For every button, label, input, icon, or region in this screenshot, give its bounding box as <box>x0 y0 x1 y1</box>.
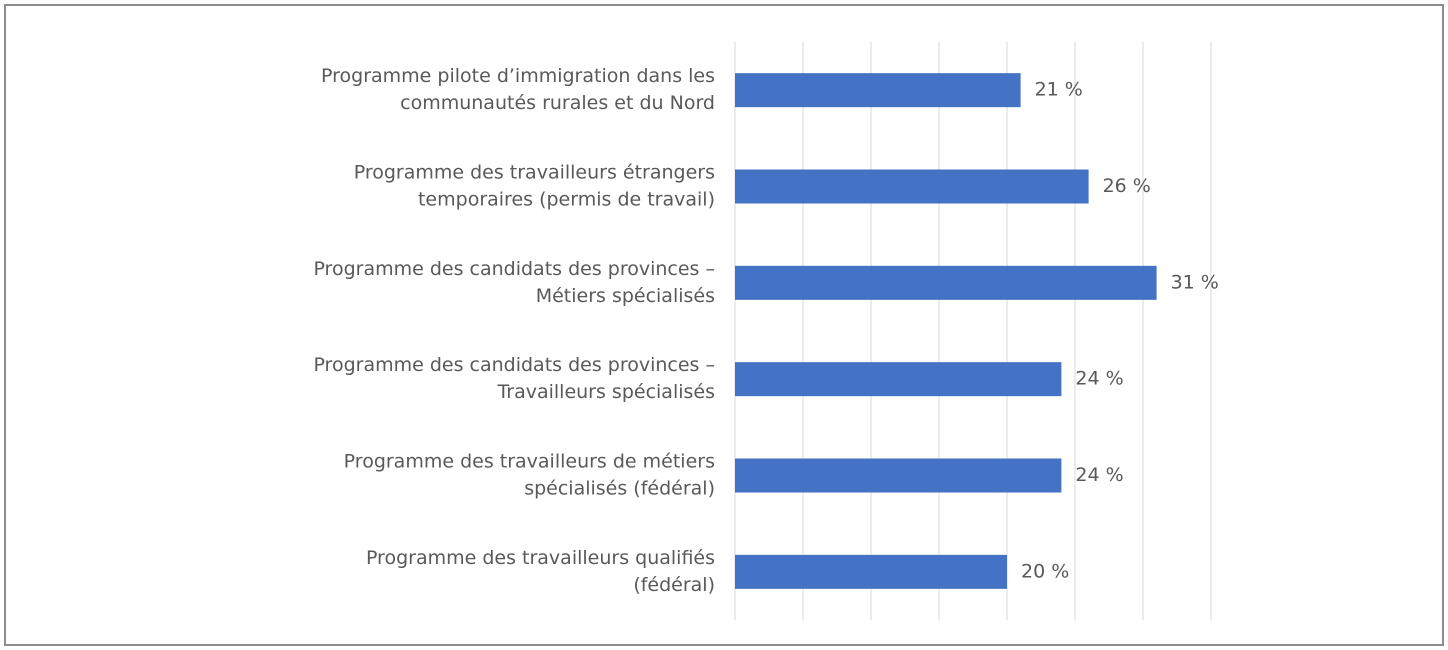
y-tick-label: Travailleurs spécialisés <box>496 381 715 403</box>
data-label: 31 % <box>1171 271 1219 293</box>
y-tick-label: (fédéral) <box>633 574 715 596</box>
bar <box>735 169 1089 204</box>
y-tick-label: Programme des travailleurs de métiers <box>344 451 715 473</box>
data-label: 24 % <box>1075 464 1123 486</box>
y-tick-label: Programme des candidats des provinces – <box>313 258 715 280</box>
data-label: 20 % <box>1021 560 1069 582</box>
bar <box>735 265 1157 300</box>
bar <box>735 73 1021 108</box>
y-tick-label: Programme des travailleurs qualifiés <box>366 547 715 569</box>
y-tick-label: spécialisés (fédéral) <box>524 478 715 500</box>
y-tick-label: Programme des travailleurs étrangers <box>354 162 715 184</box>
y-tick-label: communautés rurales et du Nord <box>400 92 715 114</box>
bar <box>735 362 1062 397</box>
data-label: 26 % <box>1103 175 1151 197</box>
bar <box>735 458 1062 493</box>
bar <box>735 554 1007 589</box>
y-tick-label: Métiers spécialisés <box>536 285 715 307</box>
y-tick-label: Programme pilote d’immigration dans les <box>321 65 715 87</box>
data-label: 21 % <box>1035 79 1083 101</box>
chart-frame <box>4 4 1444 646</box>
data-label: 24 % <box>1075 368 1123 390</box>
y-tick-label: Programme des candidats des provinces – <box>313 354 715 376</box>
y-tick-label: temporaires (permis de travail) <box>418 189 715 211</box>
